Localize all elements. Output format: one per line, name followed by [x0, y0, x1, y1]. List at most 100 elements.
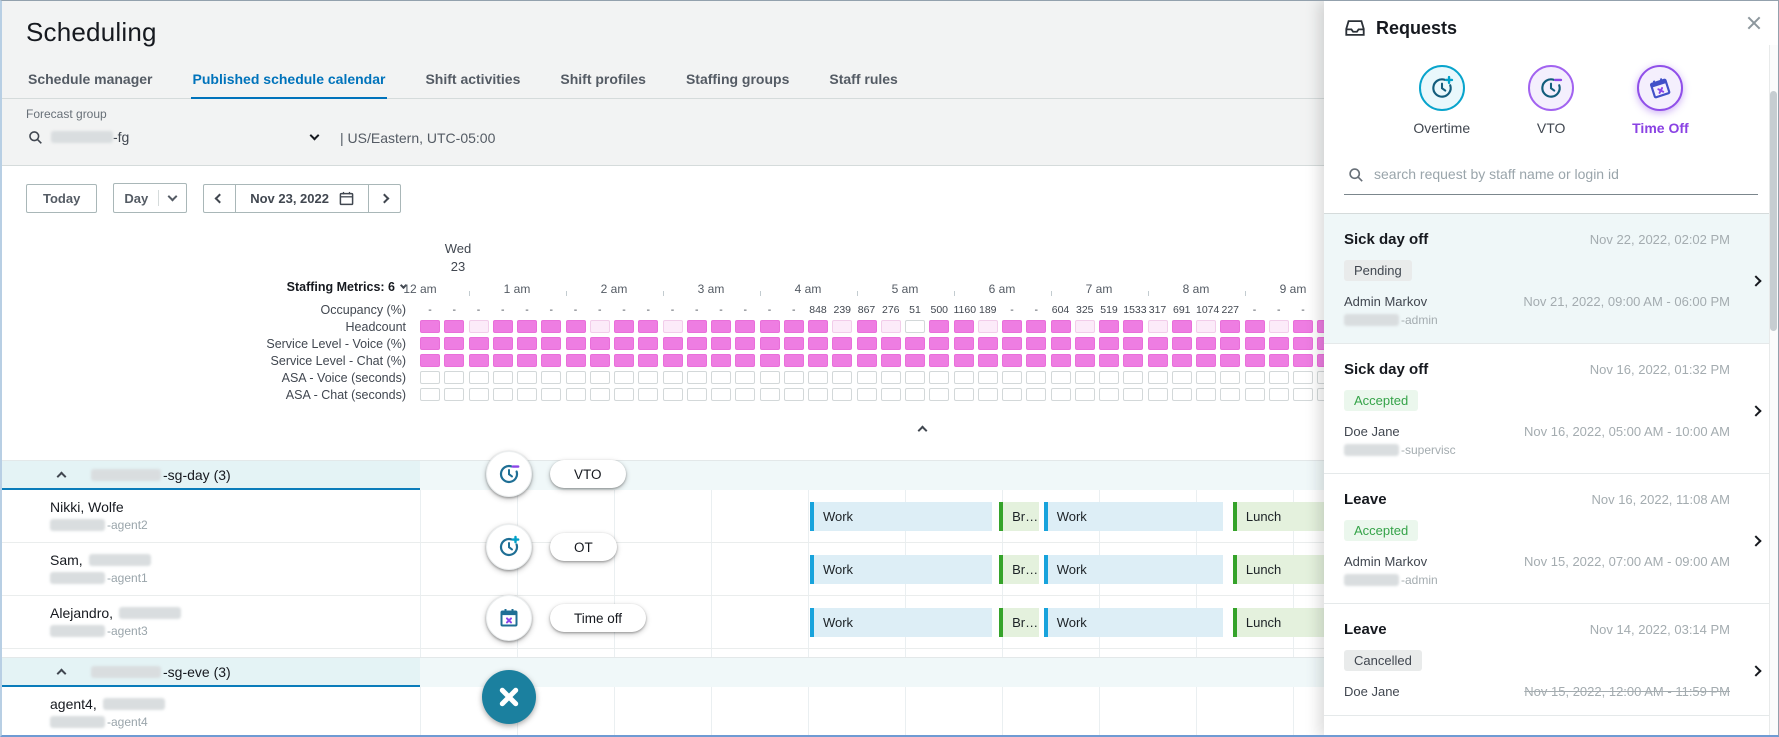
shift-bar-work[interactable]: Work — [810, 555, 992, 584]
staffing-group-header-left[interactable]: -sg-eve (3) — [2, 658, 420, 687]
today-button[interactable]: Today — [26, 184, 97, 213]
request-type-vto[interactable]: VTO — [1528, 65, 1574, 136]
heat-cell — [832, 337, 852, 350]
hour-label: 2 am — [601, 282, 628, 296]
redacted-login-prefix — [1344, 444, 1399, 456]
staffing-metrics-toggle[interactable]: Staffing Metrics: 6 — [287, 280, 406, 294]
heat-cell — [978, 371, 998, 384]
metric-row: ASA - Voice (seconds) — [2, 369, 1347, 386]
previous-day-button[interactable] — [203, 184, 236, 213]
heat-cell — [1075, 371, 1095, 384]
staffing-group-header[interactable]: -sg-eve (3) — [2, 657, 1347, 687]
day-column-header: Wed 23 — [420, 240, 496, 276]
redacted-login-prefix — [1344, 314, 1399, 326]
request-card[interactable]: Sick day off Nov 22, 2022, 02:02 PM Pend… — [1324, 214, 1778, 344]
heat-cell — [614, 320, 634, 333]
heat-cell — [832, 371, 852, 384]
next-day-button[interactable] — [368, 184, 401, 213]
shift-bar-work[interactable]: Work — [1044, 608, 1223, 637]
heat-cell — [469, 354, 489, 367]
heat-cell — [541, 320, 561, 333]
chevron-right-icon[interactable] — [1752, 532, 1760, 550]
calendar-toolbar: Today Day Nov 23, 2022 — [2, 166, 1347, 230]
shift-bar-break[interactable]: Br… — [999, 608, 1039, 637]
close-panel-icon[interactable] — [1746, 15, 1762, 31]
heat-cell — [1269, 337, 1289, 350]
schedule-grid: Wed 23 Staffing Metrics: 6 12 am1 am2 am… — [2, 230, 1347, 737]
request-type-overtime[interactable]: Overtime — [1413, 65, 1470, 136]
overtime-fab-label[interactable]: OT — [550, 533, 617, 561]
occupancy-value: - — [735, 304, 755, 316]
occupancy-value: 604 — [1051, 304, 1071, 316]
half-hour-tick — [760, 291, 761, 296]
chevron-down-icon — [310, 131, 320, 141]
heat-cell — [1220, 354, 1240, 367]
heat-cell — [517, 354, 537, 367]
forecast-group-select[interactable]: -fg — [26, 125, 326, 151]
forecast-group-label: Forecast group — [26, 107, 1323, 121]
request-card[interactable]: Leave Nov 16, 2022, 11:08 AM Accepted Ad… — [1324, 474, 1778, 604]
tab-shift-profiles[interactable]: Shift profiles — [558, 62, 648, 98]
tab-published-schedule-calendar[interactable]: Published schedule calendar — [191, 62, 388, 98]
agent-row: WorkBr…WorkLunchAlejandro,-agent3 — [2, 596, 1347, 649]
chevron-right-icon[interactable] — [1752, 272, 1760, 290]
heat-cell — [881, 354, 901, 367]
heat-cell — [1293, 354, 1313, 367]
close-speed-dial-button[interactable] — [482, 670, 536, 724]
date-picker-button[interactable]: Nov 23, 2022 — [235, 184, 369, 213]
vto-fab-button[interactable] — [486, 451, 532, 497]
shift-bar-work[interactable]: Work — [1044, 555, 1223, 584]
half-hour-tick — [1051, 291, 1052, 296]
page-title: Scheduling — [26, 17, 1323, 48]
shift-bar-work[interactable]: Work — [1044, 502, 1223, 531]
time-off-fab-label[interactable]: Time off — [550, 604, 646, 632]
heat-cell — [1148, 354, 1168, 367]
occupancy-value: - — [566, 304, 586, 316]
tab-shift-activities[interactable]: Shift activities — [423, 62, 522, 98]
request-title: Sick day off — [1344, 361, 1428, 378]
heat-cell — [1099, 337, 1119, 350]
time-off-fab-button[interactable] — [486, 595, 532, 641]
overtime-fab-button[interactable] — [486, 524, 532, 570]
heat-cell — [905, 337, 925, 350]
heat-cell — [1051, 337, 1071, 350]
view-granularity-select[interactable]: Day — [113, 183, 187, 213]
request-card[interactable]: Sick day off Nov 16, 2022, 01:32 PM Acce… — [1324, 344, 1778, 474]
heat-cell — [444, 320, 464, 333]
request-card[interactable]: Leave Nov 14, 2022, 03:14 PM Cancelled D… — [1324, 604, 1778, 716]
shift-bar-work[interactable]: Work — [810, 502, 992, 531]
metric-cells — [420, 320, 1342, 333]
heat-cell — [954, 337, 974, 350]
vto-fab-label[interactable]: VTO — [550, 460, 626, 488]
heat-cell — [808, 337, 828, 350]
heat-cell — [663, 337, 683, 350]
metric-row: Service Level - Voice (%) — [2, 335, 1347, 352]
occupancy-value: - — [1293, 304, 1313, 316]
heat-cell — [1002, 354, 1022, 367]
agent-row: WorkBr…WorkLunchNikki, Wolfe-agent2 — [2, 490, 1347, 543]
panel-scrollbar-thumb[interactable] — [1770, 91, 1777, 331]
tab-schedule-manager[interactable]: Schedule manager — [26, 62, 155, 98]
occupancy-value: - — [420, 304, 440, 316]
chevron-right-icon[interactable] — [1752, 662, 1760, 680]
staffing-group-header[interactable]: -sg-day (3) — [2, 460, 1347, 490]
shift-bar-work[interactable]: Work — [810, 608, 992, 637]
agent-login: -agent1 — [50, 571, 420, 585]
tab-staff-rules[interactable]: Staff rules — [827, 62, 899, 98]
staffing-group-header-left[interactable]: -sg-day (3) — [2, 461, 420, 490]
heat-cell — [1220, 337, 1240, 350]
requester-name: Doe Jane — [1344, 684, 1400, 699]
heat-cell — [760, 371, 780, 384]
heat-cell — [1196, 337, 1216, 350]
panel-scrollbar-track[interactable] — [1769, 45, 1778, 737]
agent-name-text: Nikki, Wolfe — [50, 499, 124, 515]
shift-bar-break[interactable]: Br… — [999, 502, 1039, 531]
request-type-time-off[interactable]: Time Off — [1632, 65, 1689, 136]
collapse-metrics-button[interactable] — [898, 420, 946, 438]
heat-cell — [1269, 354, 1289, 367]
shift-bar-break[interactable]: Br… — [999, 555, 1039, 584]
tab-staffing-groups[interactable]: Staffing groups — [684, 62, 791, 98]
chevron-right-icon[interactable] — [1752, 402, 1760, 420]
request-search-input[interactable] — [1344, 160, 1758, 184]
heat-cell — [1245, 320, 1265, 333]
